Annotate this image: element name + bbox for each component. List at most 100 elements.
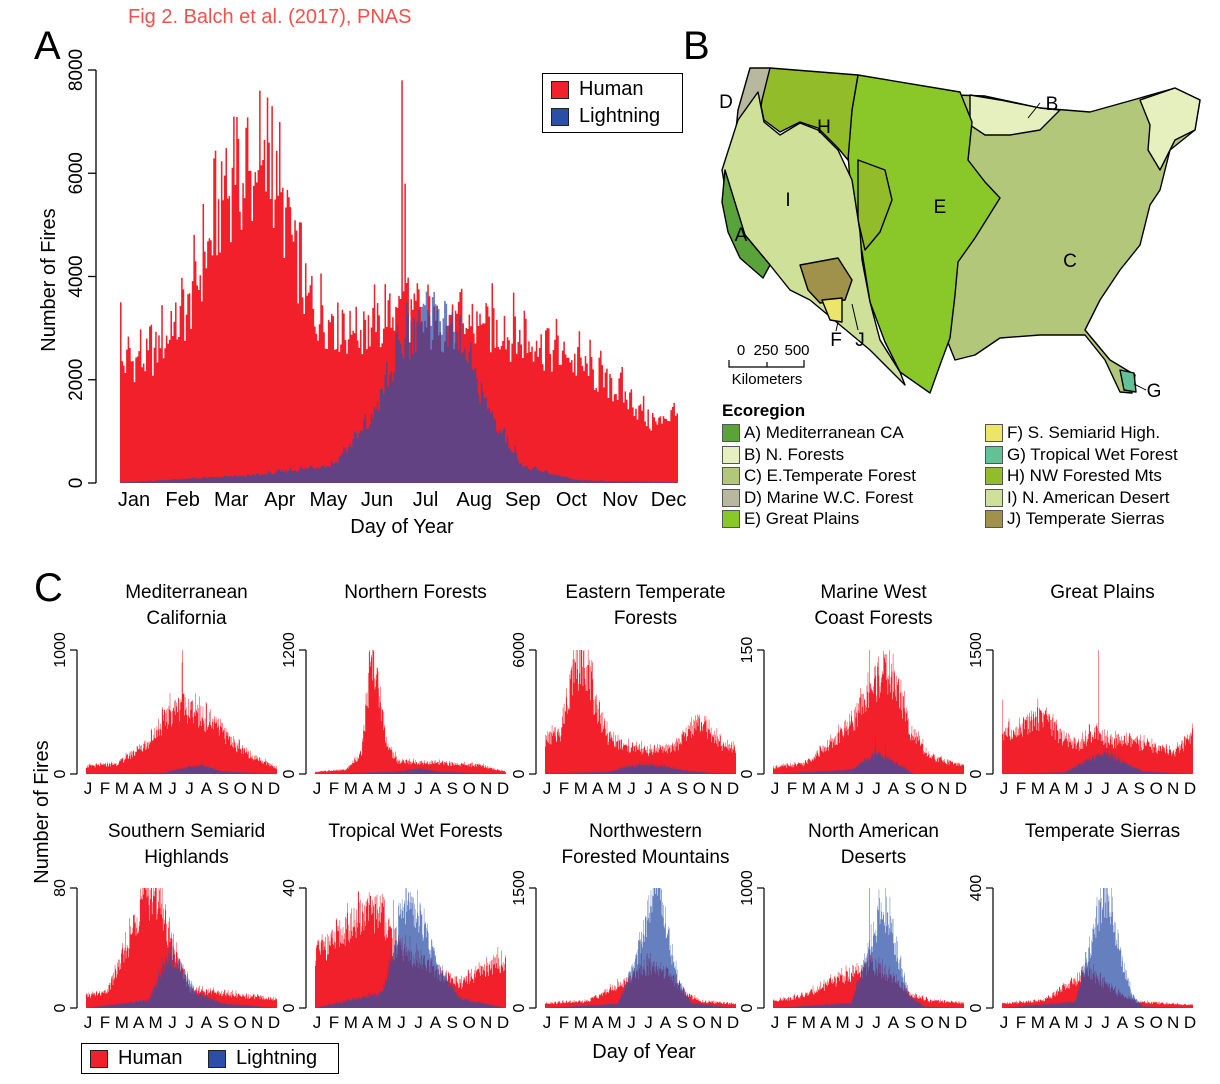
panel-a-legend: Human Lightning bbox=[542, 73, 683, 133]
map-label-f: F bbox=[830, 330, 842, 351]
x-tick-label: M bbox=[574, 1013, 588, 1032]
x-tick-label: J bbox=[84, 1013, 93, 1032]
legend-c-item-human: Human bbox=[90, 1047, 182, 1070]
x-tick-label: S bbox=[905, 779, 916, 798]
x-tick-label: M bbox=[378, 1013, 392, 1032]
map-scale-label: 250 bbox=[753, 342, 778, 359]
small-multiple-title: Marine West bbox=[820, 582, 927, 603]
x-tick-label: N bbox=[1167, 1013, 1179, 1032]
x-tick-label: J bbox=[1000, 1013, 1009, 1032]
x-tick-label: D bbox=[955, 1013, 967, 1032]
y-tick-label: 0 bbox=[511, 769, 528, 778]
series-lightning-bars bbox=[1002, 888, 1193, 1008]
x-tick-label: N bbox=[938, 779, 950, 798]
x-tick-label: J bbox=[185, 1013, 194, 1032]
x-tick-label: M bbox=[378, 779, 392, 798]
x-tick-label: Jul bbox=[413, 489, 439, 511]
x-tick-label: J bbox=[771, 779, 780, 798]
y-tick-label: 6000 bbox=[66, 152, 87, 194]
x-tick-label: O bbox=[463, 779, 476, 798]
ecoregion-swatch bbox=[722, 510, 740, 528]
x-tick-label: Apr bbox=[264, 489, 295, 511]
series-human-bars bbox=[86, 650, 277, 774]
x-tick-label: M bbox=[149, 1013, 163, 1032]
ecoregion-swatch bbox=[722, 424, 740, 442]
map-region-a bbox=[721, 169, 771, 279]
map-region-f bbox=[821, 297, 843, 323]
x-axis-label: Day of Year bbox=[592, 1041, 696, 1063]
x-tick-label: A bbox=[133, 1013, 145, 1032]
x-tick-label: D bbox=[727, 779, 739, 798]
x-tick-label: D bbox=[955, 779, 967, 798]
small-multiple-title: Highlands bbox=[144, 847, 229, 868]
x-tick-label: J bbox=[397, 1013, 406, 1032]
x-tick-label: J bbox=[397, 779, 406, 798]
y-tick-label: 40 bbox=[281, 879, 298, 897]
x-tick-label: D bbox=[497, 779, 509, 798]
x-tick-label: O bbox=[234, 1013, 247, 1032]
small-multiple-title: North American bbox=[808, 821, 939, 842]
x-tick-label: J bbox=[855, 779, 864, 798]
small-multiple-title: Deserts bbox=[841, 847, 906, 868]
x-tick-label: S bbox=[1134, 1013, 1145, 1032]
x-tick-label: O bbox=[1150, 779, 1163, 798]
x-tick-label: J bbox=[627, 779, 636, 798]
x-tick-label: M bbox=[836, 1013, 850, 1032]
ecoregion-item: H) NW Forested Mts bbox=[985, 466, 1162, 486]
ecoregion-swatch bbox=[722, 467, 740, 485]
x-tick-label: A bbox=[201, 1013, 213, 1032]
x-tick-label: Dec bbox=[651, 489, 687, 511]
x-tick-label: A bbox=[888, 779, 900, 798]
x-tick-label: M bbox=[574, 779, 588, 798]
x-tick-label: O bbox=[1150, 1013, 1163, 1032]
legend-item-human: Human bbox=[551, 78, 643, 101]
x-tick-label: A bbox=[133, 779, 145, 798]
x-tick-label: S bbox=[218, 1013, 229, 1032]
map-region-j bbox=[799, 257, 853, 304]
x-tick-label: A bbox=[660, 779, 672, 798]
panel-label-a: A bbox=[34, 24, 61, 68]
y-tick-label: 0 bbox=[66, 478, 87, 489]
x-tick-label: J bbox=[313, 1013, 322, 1032]
x-tick-label: M bbox=[1065, 779, 1079, 798]
x-tick-label: M bbox=[115, 1013, 129, 1032]
x-tick-label: S bbox=[218, 779, 229, 798]
x-tick-label: M bbox=[344, 779, 358, 798]
ecoregion-label: E) Great Plains bbox=[744, 509, 860, 528]
ecoregion-item: A) Mediterranean CA bbox=[722, 423, 904, 443]
x-tick-label: J bbox=[1101, 779, 1110, 798]
x-tick-label: O bbox=[463, 1013, 476, 1032]
map-region-b bbox=[1139, 87, 1201, 171]
x-tick-label: J bbox=[543, 1013, 552, 1032]
x-tick-label: O bbox=[693, 779, 706, 798]
ecoregion-label: A) Mediterranean CA bbox=[744, 423, 904, 442]
ecoregion-swatch bbox=[985, 467, 1003, 485]
map-region-b bbox=[969, 94, 1061, 136]
map-label-i: I bbox=[785, 190, 790, 211]
series-human-bars bbox=[315, 650, 506, 774]
panel-label-b: B bbox=[683, 24, 710, 68]
y-tick-label: 1000 bbox=[739, 870, 756, 906]
ecoregion-swatch bbox=[985, 510, 1003, 528]
series-human-bars bbox=[545, 650, 736, 774]
x-tick-label: M bbox=[802, 779, 816, 798]
x-tick-label: F bbox=[787, 779, 797, 798]
map-label-a: A bbox=[735, 225, 748, 246]
series-lightning-bars bbox=[315, 888, 506, 1008]
small-multiple-title: Southern Semiarid bbox=[108, 821, 265, 842]
x-tick-label: J bbox=[1084, 1013, 1093, 1032]
y-tick-label: 2000 bbox=[66, 359, 87, 401]
series-lightning-bars bbox=[86, 763, 277, 774]
x-tick-label: A bbox=[1049, 1013, 1061, 1032]
y-axis-label: Number of Fires bbox=[31, 740, 53, 883]
x-tick-label: J bbox=[855, 1013, 864, 1032]
ecoregion-swatch bbox=[985, 488, 1003, 507]
x-tick-label: May bbox=[310, 489, 348, 511]
